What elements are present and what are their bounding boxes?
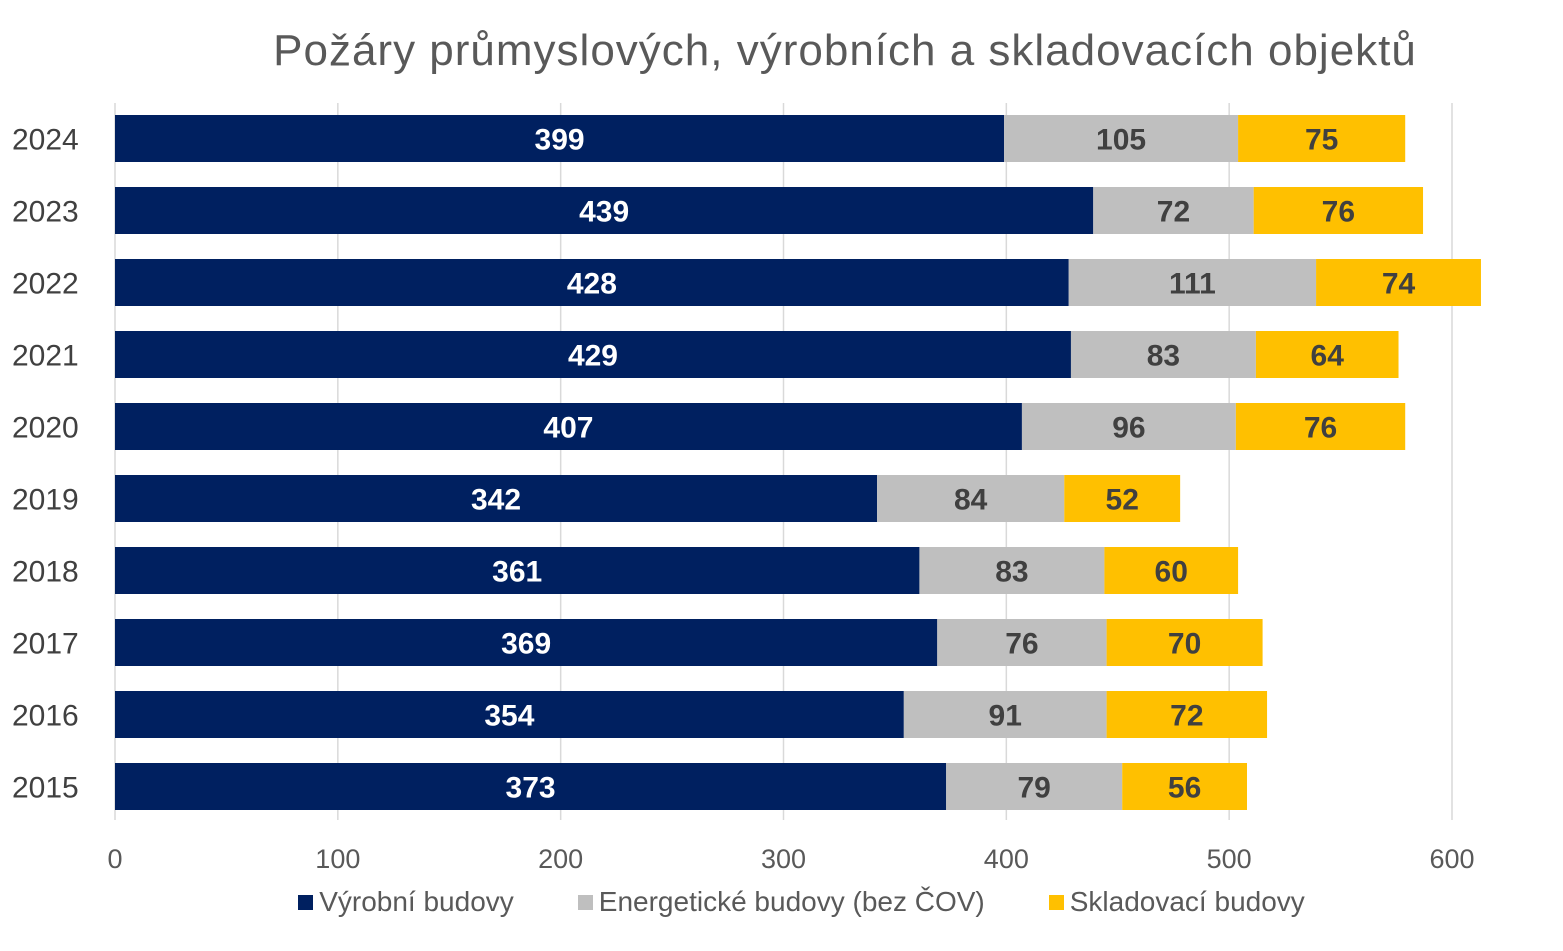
legend-label: Skladovací budovy xyxy=(1069,886,1305,917)
data-label: 56 xyxy=(1168,772,1201,805)
bar-segment xyxy=(115,115,1005,162)
data-label: 429 xyxy=(568,340,618,373)
bar-segment xyxy=(1255,331,1399,378)
y-tick-label: 2020 xyxy=(12,412,79,445)
bar-segment xyxy=(903,691,1107,738)
bar-segment xyxy=(877,475,1065,522)
data-label: 342 xyxy=(471,484,521,517)
data-label: 70 xyxy=(1168,628,1201,661)
x-tick-label: 500 xyxy=(1207,844,1252,874)
legend-swatch xyxy=(1048,894,1064,910)
y-tick-label: 2018 xyxy=(12,556,79,589)
x-tick-label: 600 xyxy=(1429,844,1474,874)
data-label: 52 xyxy=(1106,484,1139,517)
bar-segment xyxy=(1021,403,1236,450)
bar-segment xyxy=(1253,187,1424,234)
legend-item-energeticke: Energetické budovy (bez ČOV) xyxy=(577,886,985,918)
x-tick-label: 100 xyxy=(315,844,360,874)
legend-item-vyrobni: Výrobní budovy xyxy=(298,886,514,918)
data-label: 91 xyxy=(989,700,1022,733)
data-label: 354 xyxy=(484,700,534,733)
y-tick-label: 2023 xyxy=(12,196,79,229)
data-label: 76 xyxy=(1005,628,1038,661)
data-label: 83 xyxy=(995,556,1028,589)
legend: Výrobní budovy Energetické budovy (bez Č… xyxy=(0,886,1563,918)
y-tick-label: 2021 xyxy=(12,340,79,373)
bar-segment xyxy=(937,619,1107,666)
legend-swatch xyxy=(298,894,314,910)
data-label: 60 xyxy=(1155,556,1188,589)
data-label: 79 xyxy=(1018,772,1051,805)
bar-segment xyxy=(1104,547,1239,594)
bar-segment xyxy=(1068,259,1317,306)
bar-segment xyxy=(1093,187,1254,234)
chart-title: Požáry průmyslových, výrobních a skladov… xyxy=(273,26,1417,75)
data-label: 76 xyxy=(1304,412,1337,445)
x-tick-label: 300 xyxy=(761,844,806,874)
bar-segment xyxy=(1106,691,1268,738)
data-label: 72 xyxy=(1170,700,1203,733)
legend-swatch xyxy=(577,894,593,910)
data-label: 83 xyxy=(1147,340,1180,373)
data-label: 373 xyxy=(506,772,556,805)
bar-segment xyxy=(115,475,878,522)
legend-label: Energetické budovy (bez ČOV) xyxy=(598,886,985,917)
bar-segment xyxy=(115,763,947,810)
bar-segment xyxy=(1106,619,1263,666)
data-label: 407 xyxy=(543,412,593,445)
y-tick-label: 2016 xyxy=(12,700,79,733)
bar-segment xyxy=(115,619,938,666)
y-tick-label: 2015 xyxy=(12,772,79,805)
data-label: 369 xyxy=(501,628,551,661)
bar-segment xyxy=(115,187,1094,234)
x-tick-label: 200 xyxy=(538,844,583,874)
bar-segment xyxy=(115,547,920,594)
bar-segment xyxy=(115,331,1071,378)
y-tick-label: 2024 xyxy=(12,124,79,157)
bar-segment xyxy=(115,403,1022,450)
data-label: 428 xyxy=(567,268,617,301)
data-label: 84 xyxy=(954,484,988,517)
bar-segment xyxy=(115,259,1069,306)
data-label: 72 xyxy=(1157,196,1190,229)
data-label: 75 xyxy=(1305,124,1338,157)
bar-segment xyxy=(919,547,1105,594)
bar-segment xyxy=(1235,403,1406,450)
y-tick-label: 2022 xyxy=(12,268,79,301)
data-label: 105 xyxy=(1096,124,1146,157)
data-label: 111 xyxy=(1169,268,1216,301)
y-tick-label: 2017 xyxy=(12,628,79,661)
x-tick-label: 0 xyxy=(107,844,122,874)
bar-segment xyxy=(946,763,1123,810)
legend-item-skladovaci: Skladovací budovy xyxy=(1048,886,1305,918)
data-label: 439 xyxy=(579,196,629,229)
bar-segment xyxy=(1004,115,1239,162)
data-label: 96 xyxy=(1112,412,1145,445)
bar-segment xyxy=(115,691,904,738)
bar-segment xyxy=(1070,331,1256,378)
bar-segment xyxy=(1064,475,1181,522)
data-label: 399 xyxy=(535,124,585,157)
x-tick-label: 400 xyxy=(984,844,1029,874)
data-label: 361 xyxy=(492,556,542,589)
data-label: 64 xyxy=(1311,340,1345,373)
legend-label: Výrobní budovy xyxy=(319,886,514,917)
data-label: 76 xyxy=(1322,196,1355,229)
bar-segment xyxy=(1316,259,1481,306)
data-label: 74 xyxy=(1382,268,1416,301)
bar-segment xyxy=(1238,115,1406,162)
bar-segment xyxy=(1122,763,1247,810)
y-tick-label: 2019 xyxy=(12,484,79,517)
